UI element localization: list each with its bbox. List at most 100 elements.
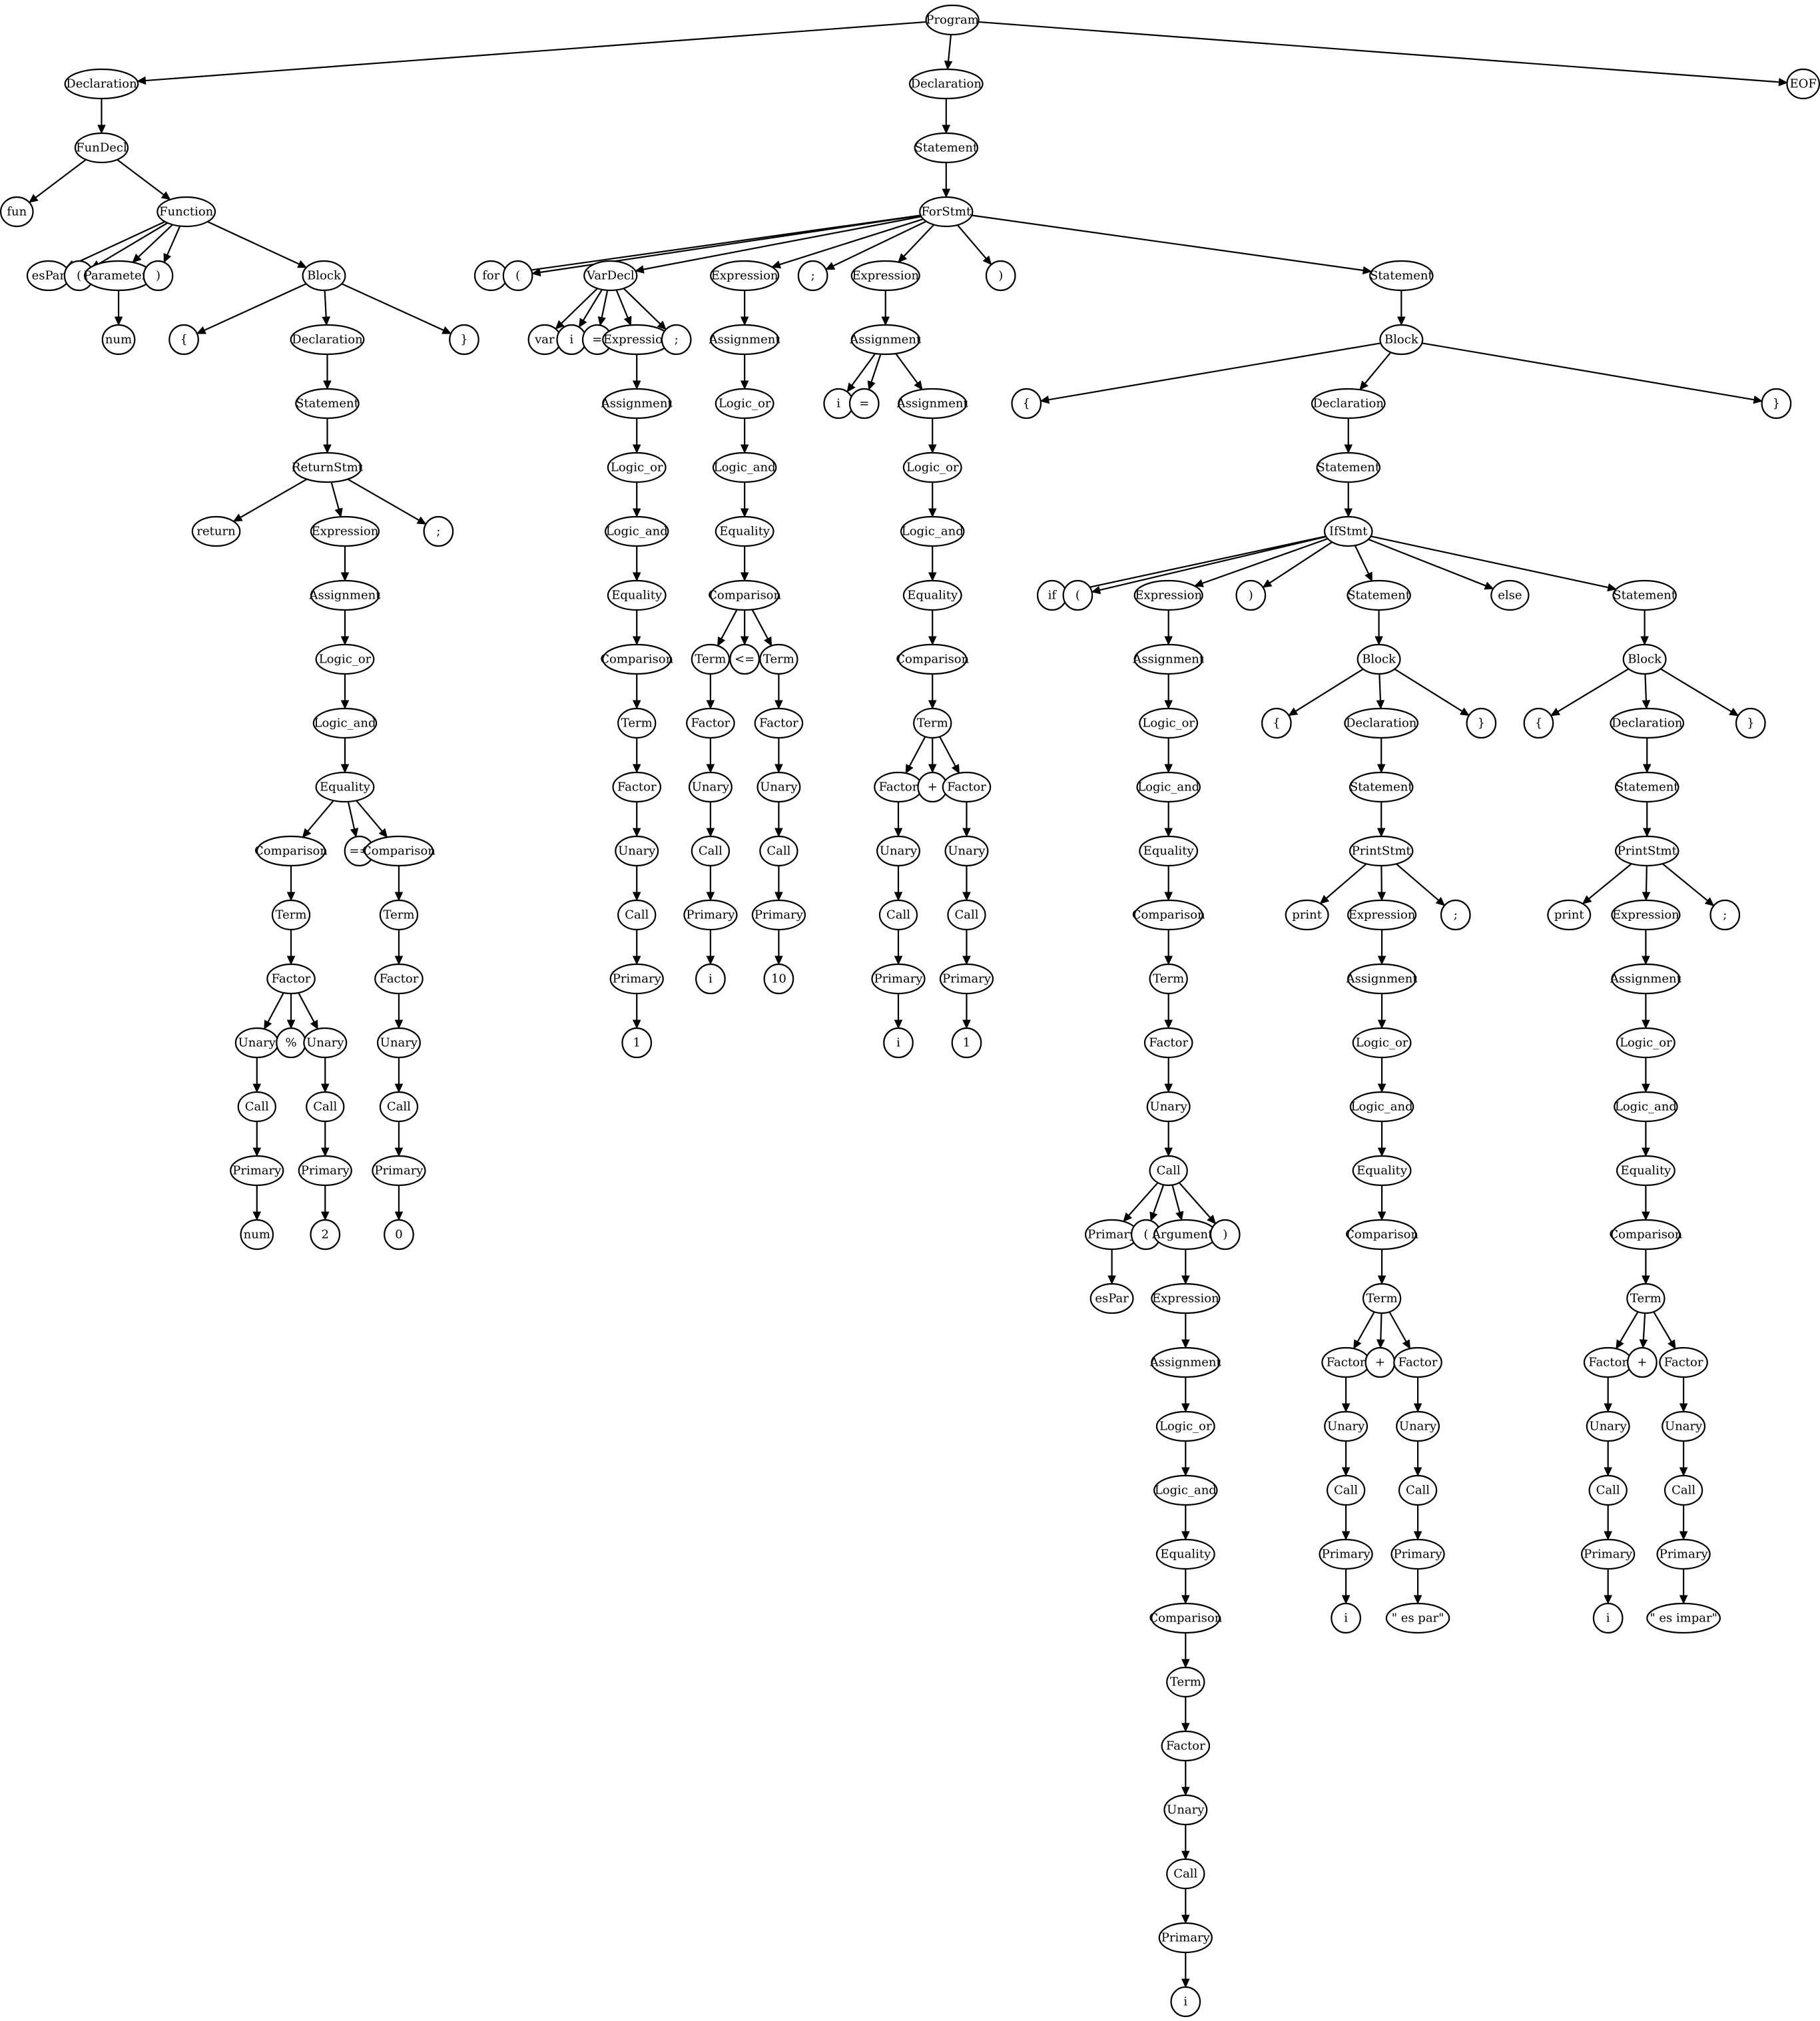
node-ifstmt: IfStmt [1323,515,1373,547]
arrowhead-icon [632,956,641,966]
node-return: return [191,515,241,547]
node-equality: Equality [1352,1155,1412,1187]
node-declaration: Declaration [64,68,139,100]
arrowhead-icon [1181,1978,1190,1988]
node-label: Primary [613,972,662,986]
node-ellipse [878,899,918,931]
node-label: ; [1723,908,1727,922]
node-ellipse [883,1027,914,1059]
node-label: Unary [1167,1803,1205,1817]
node-symbol: == [344,835,375,867]
node-ellipse [1136,771,1201,803]
node-ellipse [583,260,638,292]
edge-ifstmt-to-expression [1201,537,1329,585]
node-unary: Unary [944,835,989,867]
node-logic-or: Logic_or [902,451,962,483]
node-unary: Unary [1586,1410,1630,1442]
node-ellipse [1440,899,1471,931]
arrowhead-icon [1753,396,1763,404]
node-ellipse [688,771,733,803]
arrowhead-icon [951,764,960,774]
arrowhead-icon [1642,700,1651,710]
node-unary: Unary [1662,1410,1706,1442]
node-label: Logic_or [1620,1036,1672,1050]
node-label: Expression [603,333,671,347]
edge-call-to-symbol [1153,1184,1165,1214]
node-label: Statement [1317,461,1380,475]
node-logic-or: Logic_or [1155,1410,1215,1442]
edge-printstmt-to-print [1588,863,1632,900]
node-label: Logic_or [719,397,771,411]
arrowhead-icon [867,380,876,391]
node-statement: Statement [1316,451,1381,483]
arrowhead-icon [132,253,142,263]
node-ellipse [1347,899,1417,931]
node-expression: Expression [1611,899,1681,931]
arrowhead-icon [1262,579,1273,588]
node-comparison: Comparison [1345,1219,1418,1251]
node-label: } [1773,397,1780,411]
node-label: Comparison [708,589,781,603]
node-label: Declaration [1313,397,1384,411]
node-ellipse [797,260,828,292]
node-label: Declaration [292,333,363,347]
arrowhead-icon [1164,956,1173,966]
arrowhead-icon [1341,1403,1351,1413]
node-factor: Factor [612,771,662,803]
node-label: Assignment [849,333,922,347]
node-print: print [1285,899,1329,931]
node-label: Factor [947,780,986,794]
node-i: i [1592,1602,1624,1634]
edge-printstmt-to-expression [1645,865,1648,893]
arrowhead-icon [1164,828,1173,838]
edge-forstmt-to-expression [903,224,935,257]
node-ellipse [925,4,980,36]
node-label: Term [917,717,948,730]
node-term: Term [691,643,731,675]
arrowhead-icon [774,764,783,774]
node-declaration: Declaration [1610,707,1685,739]
node-term: Term [1362,1283,1402,1314]
node-label: Comparison [1132,908,1205,922]
node-label: FunDecl [76,141,127,155]
node-label: ( [1143,1228,1148,1242]
arrowhead-icon [632,828,641,838]
arrowhead-icon [1642,956,1650,966]
node-if: if [1036,579,1067,611]
node-symbol: } [1735,707,1766,739]
node-label: Assignment [309,589,382,603]
arrowhead-icon [163,252,172,263]
arrowhead-icon [1639,1339,1648,1349]
node-logic-and: Logic_and [1614,1091,1678,1123]
node-i: i [1170,1986,1201,2018]
edge-printstmt-to-symbol [1662,863,1708,902]
node-label: Primary [1161,1931,1211,1945]
arrowhead-icon [1175,1211,1184,1221]
arrowhead-icon [1376,764,1386,774]
edge-returnstmt-to-expression [330,481,340,509]
node-label: Assignment [1132,653,1205,667]
node-ellipse [759,643,798,675]
arrowhead-icon [1344,444,1353,454]
node-factor: Factor [1161,1730,1211,1762]
arrowhead-icon [340,764,350,774]
node-ellipse [1166,1666,1205,1698]
node-ellipse [1133,899,1203,931]
node-label: ; [1454,908,1458,922]
node-primary: Primary [1390,1538,1445,1570]
edge-term-to-factor [1388,1311,1407,1342]
node-label: Unary [238,1036,276,1050]
node-label: num [105,333,132,347]
node-equality: Equality [1139,835,1199,867]
node-label: Call [1173,1867,1197,1881]
edge-block-to-declaration [1364,352,1392,384]
tree-nodes: fun esPar (num Parameters) {return num Primary… [0,4,1820,2018]
node-label: Equality [1357,1164,1408,1178]
node-ellipse [1547,899,1592,931]
node-ellipse [1610,707,1685,739]
node-ellipse [1143,1027,1193,1059]
node-label: = [592,333,602,347]
node-symbol: } [449,324,479,356]
node-ellipse [230,1155,284,1187]
node-label: Logic_and [1351,1100,1413,1114]
